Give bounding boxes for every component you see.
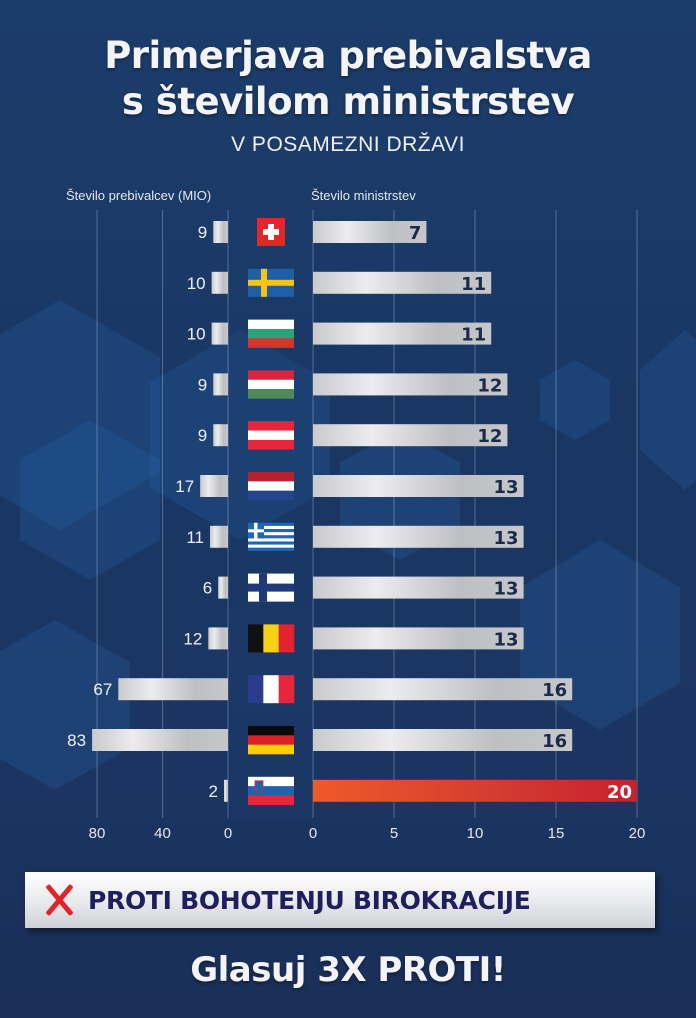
- flag-sweden-icon: [248, 268, 294, 297]
- chart-row-germany: 83 16: [67, 726, 573, 755]
- flag-finland-icon: [248, 573, 294, 602]
- right-tick-label: 0: [309, 825, 317, 842]
- flag-hungary-icon: [248, 370, 294, 399]
- chart-row-slovenia: 2 20: [209, 776, 637, 806]
- bg-hexagon: [540, 360, 610, 440]
- ministries-value-label: 13: [494, 579, 519, 600]
- chart-row-netherlands: 17 13: [175, 472, 524, 501]
- chart-row-greece: 11 13: [186, 522, 524, 551]
- ministries-value-label: 20: [607, 782, 632, 803]
- population-value-label: 83: [67, 731, 86, 750]
- chart-row-france: 67 16: [93, 675, 573, 704]
- ministries-bar-highlight: [313, 779, 637, 802]
- chart-row-sweden: 10 11: [187, 268, 492, 297]
- ministries-value-label: 7: [409, 223, 422, 244]
- right-tick-label: 10: [467, 825, 484, 842]
- ministries-value-label: 13: [494, 528, 519, 549]
- right-tick-label: 15: [548, 825, 565, 842]
- chart-row-austria: 9 12: [198, 421, 508, 450]
- chart-row-hungary: 9 12: [198, 370, 508, 399]
- flag-netherlands-icon: [248, 472, 294, 501]
- population-value-label: 9: [198, 426, 207, 445]
- population-bar: [208, 627, 228, 650]
- population-bar: [224, 779, 228, 802]
- ministries-bar: [313, 424, 508, 447]
- left-tick-label: 40: [154, 825, 171, 842]
- banner: PROTI BOHOTENJU BIROKRACIJE: [25, 872, 655, 928]
- population-bar: [211, 271, 228, 294]
- flag-france-icon: [248, 675, 295, 704]
- ministries-value-label: 12: [477, 375, 502, 396]
- population-bar: [213, 424, 228, 447]
- chart-row-bulgaria: 10 11: [187, 319, 492, 348]
- flag-slovenia-icon: [248, 776, 294, 806]
- population-bar: [209, 525, 228, 548]
- ministries-bar: [313, 322, 492, 345]
- call-to-action: Glasuj 3X PROTI!: [190, 950, 506, 990]
- title-line-2: s številom ministrstev: [121, 80, 575, 123]
- flag-austria-icon: [248, 421, 294, 450]
- left-tick-label: 0: [224, 825, 232, 842]
- ministries-value-label: 16: [542, 680, 567, 701]
- population-value-label: 17: [175, 477, 194, 496]
- left-tick-label: 80: [89, 825, 106, 842]
- population-value-label: 9: [198, 375, 207, 394]
- ministries-value-label: 11: [461, 325, 486, 346]
- flag-greece-icon: [248, 522, 294, 551]
- ministries-bar: [313, 678, 573, 701]
- population-value-label: 11: [186, 528, 204, 547]
- ministries-bar: [313, 221, 427, 243]
- population-value-label: 9: [198, 223, 207, 242]
- flag-switzerland-icon: [257, 218, 285, 246]
- population-bar: [213, 373, 228, 396]
- population-bar: [218, 576, 228, 599]
- ministries-bar: [313, 373, 508, 396]
- flag-germany-icon: [248, 726, 294, 755]
- population-bar: [92, 729, 229, 751]
- ministries-value-label: 13: [494, 629, 519, 650]
- red-x-icon: [42, 883, 76, 917]
- population-bar: [118, 678, 228, 701]
- population-bar: [211, 322, 228, 345]
- ministries-bar: [313, 627, 524, 650]
- population-value-label: 67: [93, 680, 112, 699]
- population-value-label: 6: [203, 579, 212, 598]
- subtitle: V POSAMEZNI DRŽAVI: [231, 133, 465, 156]
- ministries-bar: [313, 729, 573, 751]
- left-axis-title: Število prebivalcev (MIO): [66, 188, 212, 203]
- right-axis-title: Število ministrstev: [311, 188, 416, 203]
- bg-hexagon: [150, 330, 330, 540]
- population-value-label: 10: [187, 274, 206, 293]
- chart-row-belgium: 12 13: [183, 624, 524, 653]
- ministries-value-label: 16: [542, 731, 567, 752]
- ministries-value-label: 12: [477, 426, 502, 447]
- ministries-value-label: 11: [461, 274, 486, 295]
- population-value-label: 10: [187, 325, 206, 344]
- population-value-label: 2: [209, 782, 218, 801]
- flag-column: [229, 205, 312, 820]
- ministries-bar: [313, 525, 524, 548]
- title-line-1: Primerjava prebivalstva: [104, 34, 592, 77]
- chart-row-finland: 6 13: [203, 573, 524, 602]
- right-tick-label: 5: [390, 825, 398, 842]
- flag-bulgaria-icon: [248, 319, 294, 348]
- population-bar: [213, 221, 228, 243]
- banner-text: PROTI BOHOTENJU BIROKRACIJE: [88, 885, 531, 915]
- ministries-bar: [313, 475, 524, 497]
- population-value-label: 12: [183, 629, 202, 648]
- ministries-value-label: 13: [494, 477, 519, 498]
- flag-belgium-icon: [248, 624, 295, 653]
- right-tick-label: 20: [629, 825, 646, 842]
- population-bar: [200, 475, 228, 497]
- ministries-bar: [313, 576, 524, 599]
- ministries-bar: [313, 271, 492, 294]
